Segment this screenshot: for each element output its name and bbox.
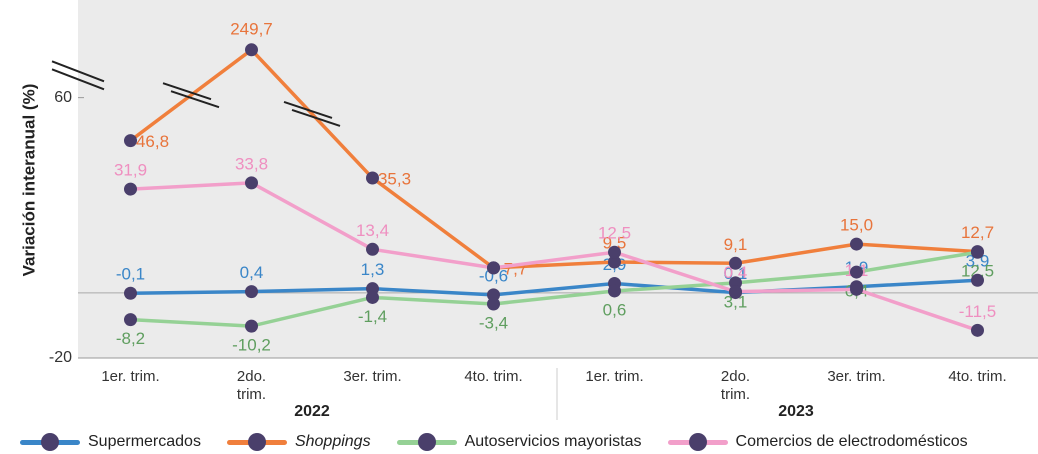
x-tick-label: 1er. trim. bbox=[585, 368, 644, 385]
data-label: 1,3 bbox=[361, 260, 385, 279]
line-break bbox=[170, 90, 220, 109]
data-label: 31,9 bbox=[114, 161, 147, 180]
data-label: -10,2 bbox=[232, 336, 271, 355]
y-tick-label: -20 bbox=[49, 349, 72, 366]
data-point bbox=[850, 282, 863, 296]
series-line bbox=[130, 250, 978, 328]
series-line bbox=[130, 278, 978, 297]
legend-swatch bbox=[396, 432, 457, 452]
line-break bbox=[291, 108, 341, 127]
x-tick-label: 3er. trim. bbox=[343, 368, 402, 385]
x-tick-label: 2do. trim. bbox=[236, 368, 267, 403]
data-point bbox=[124, 182, 137, 196]
data-label: -0,1 bbox=[116, 265, 145, 284]
x-tick-label: 2do. trim. bbox=[720, 368, 751, 403]
legend-label: Comercios de electrodomésticos bbox=[735, 433, 968, 450]
data-label: 46,8 bbox=[136, 132, 169, 151]
data-point bbox=[608, 245, 621, 259]
data-point bbox=[487, 261, 500, 275]
legend-swatch bbox=[20, 432, 80, 452]
legend: Supermercados Shoppings Autoservicios mayo… bbox=[0, 430, 1038, 454]
y-tick-label: 60 bbox=[54, 89, 72, 106]
data-label: -11,5 bbox=[959, 302, 997, 321]
data-point bbox=[729, 285, 742, 299]
data-label: 9,5 bbox=[603, 233, 627, 252]
data-point bbox=[850, 237, 863, 251]
legend-label: Shoppings bbox=[294, 433, 371, 450]
data-point bbox=[971, 273, 984, 287]
group-label: 2023 bbox=[778, 403, 814, 420]
legend-label: Supermercados bbox=[88, 433, 201, 450]
x-tick-label: 4to. trim. bbox=[464, 368, 523, 385]
data-point bbox=[971, 245, 984, 259]
data-point bbox=[366, 171, 379, 185]
legend-dot bbox=[688, 433, 707, 451]
data-point bbox=[608, 284, 621, 298]
data-label: 12,5 bbox=[598, 224, 631, 243]
data-label: 9,1 bbox=[724, 235, 748, 254]
legend-item: Shoppings bbox=[226, 432, 371, 452]
line-break bbox=[162, 82, 212, 101]
plot-background bbox=[78, 0, 1038, 358]
data-label: -8,2 bbox=[116, 329, 145, 348]
legend-swatch bbox=[667, 432, 728, 452]
data-point bbox=[245, 43, 258, 57]
data-label: 0,4 bbox=[240, 263, 264, 282]
data-point bbox=[487, 288, 500, 302]
legend-item: Autoservicios mayoristas bbox=[396, 432, 642, 452]
data-label: 35,3 bbox=[378, 170, 411, 189]
axis-break bbox=[51, 68, 105, 91]
data-label: 13,4 bbox=[356, 221, 389, 240]
x-tick-label: 4to. trim. bbox=[948, 368, 1007, 385]
data-label: 15,0 bbox=[840, 216, 873, 235]
data-label: -1,4 bbox=[358, 307, 387, 326]
legend-dot bbox=[41, 433, 59, 451]
data-point bbox=[124, 313, 137, 327]
series-line bbox=[129, 48, 978, 270]
data-label: -0,6 bbox=[479, 266, 508, 285]
data-label: 0,4 bbox=[724, 263, 748, 282]
data-label: -3,4 bbox=[479, 313, 508, 332]
legend-item: Supermercados bbox=[20, 432, 201, 452]
data-label: 33,8 bbox=[235, 154, 268, 173]
data-point bbox=[245, 176, 258, 190]
data-label: 249,7 bbox=[230, 19, 273, 38]
data-point bbox=[366, 242, 379, 256]
y-axis-title: Variación interanual (%) bbox=[19, 84, 38, 277]
data-point bbox=[124, 134, 137, 148]
legend-label: Autoservicios mayoristas bbox=[464, 433, 642, 450]
data-label: 0,1 bbox=[724, 264, 748, 283]
data-point bbox=[245, 285, 258, 299]
x-tick-label: 3er. trim. bbox=[827, 368, 886, 385]
data-point bbox=[487, 297, 500, 311]
line-break bbox=[283, 100, 333, 119]
x-tick-label: 1er. trim. bbox=[101, 368, 160, 385]
data-point bbox=[729, 256, 742, 270]
data-point bbox=[124, 286, 137, 300]
data-point bbox=[850, 265, 863, 279]
data-point bbox=[971, 323, 984, 337]
group-label: 2022 bbox=[294, 403, 330, 420]
data-label: 3,9 bbox=[966, 252, 990, 271]
data-label: 12,5 bbox=[961, 262, 994, 281]
axis-break bbox=[51, 60, 105, 83]
data-label: 12,7 bbox=[961, 223, 994, 242]
legend-item: Comercios de electrodomésticos bbox=[667, 432, 968, 452]
data-label: 3,1 bbox=[724, 292, 748, 311]
legend-swatch bbox=[226, 432, 287, 452]
legend-dot bbox=[417, 433, 436, 451]
data-point bbox=[245, 319, 258, 333]
legend-dot bbox=[247, 433, 266, 451]
series-line bbox=[130, 181, 979, 332]
data-point bbox=[608, 255, 621, 269]
data-point bbox=[366, 290, 379, 304]
data-label: 0,6 bbox=[603, 300, 627, 319]
